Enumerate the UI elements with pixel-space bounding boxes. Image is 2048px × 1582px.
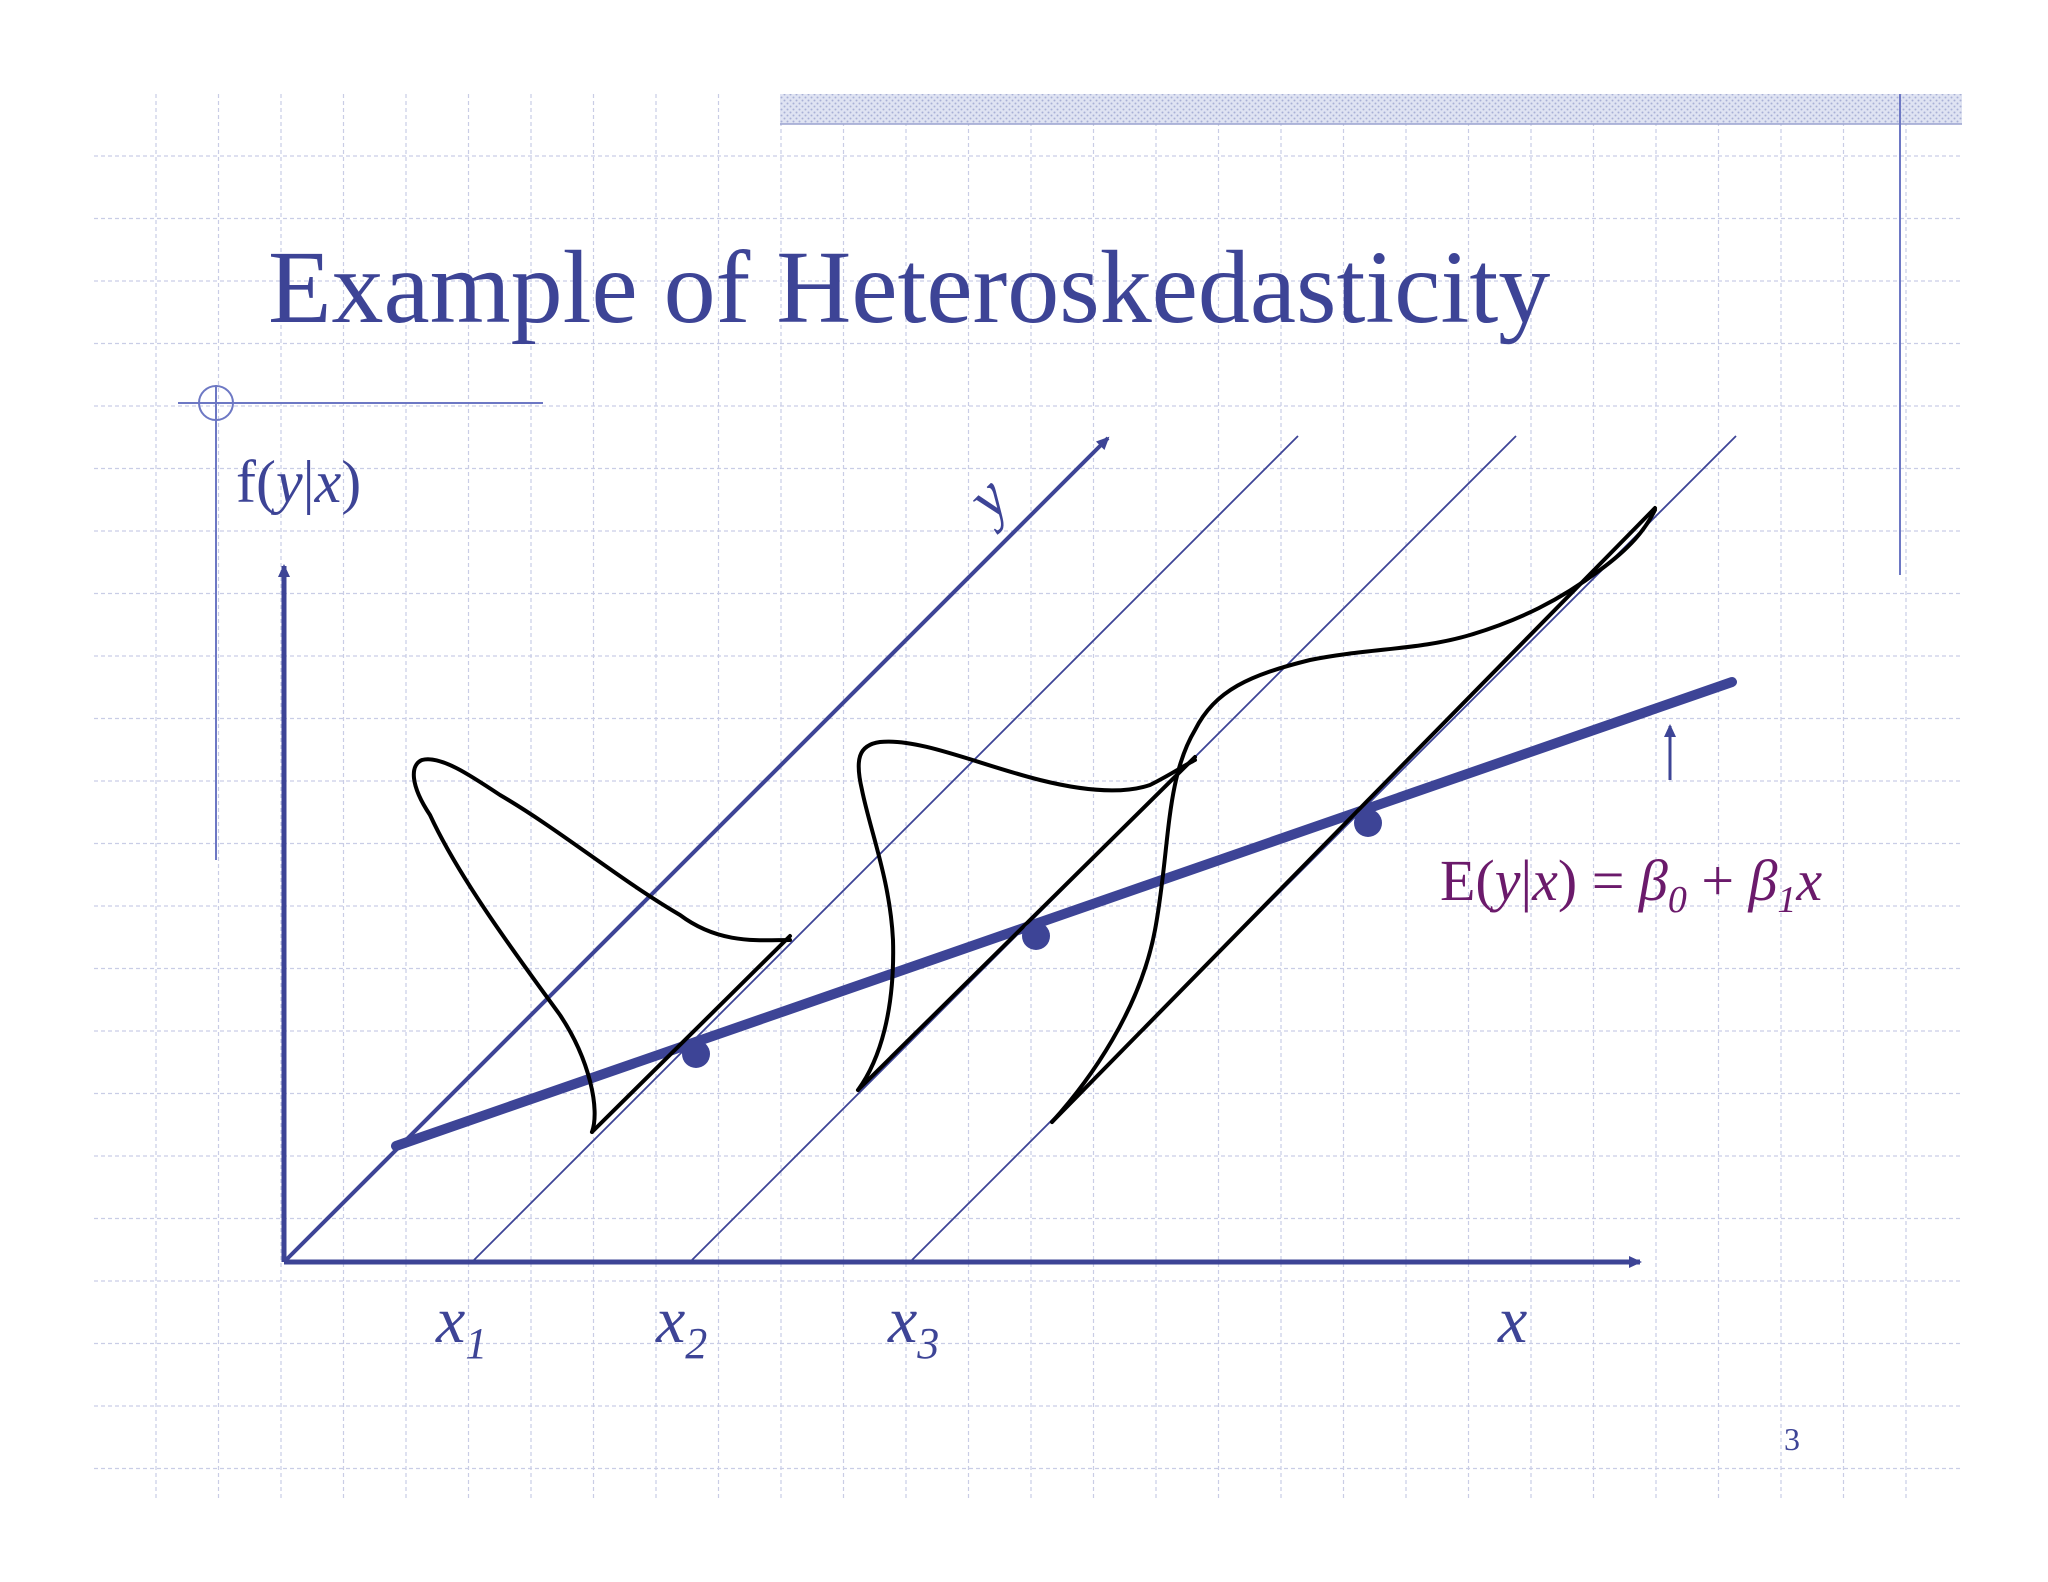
- background-grid: [94, 94, 1962, 1500]
- eq-y: y: [1490, 848, 1521, 913]
- density-label-y: y: [270, 449, 303, 515]
- x-tick-2-base: x: [655, 1284, 685, 1357]
- decorative-crosshair-icon: [178, 385, 543, 860]
- eq-sub1: 1: [1777, 879, 1796, 921]
- x-tick-2-sub: 2: [685, 1319, 707, 1368]
- eq-close: ): [1558, 848, 1577, 913]
- eq-sub0: 0: [1668, 879, 1687, 921]
- density-baseline-1: [590, 934, 792, 1134]
- density-label-x: x: [314, 449, 342, 515]
- eq-plus: +: [1687, 848, 1749, 913]
- regression-line: [391, 677, 1737, 1151]
- x-tick-3-base: x: [887, 1284, 917, 1357]
- density-baseline-2: [856, 755, 1197, 1092]
- eq-E: E(: [1440, 848, 1495, 913]
- eq-x-end: x: [1795, 848, 1822, 913]
- x-tick-label-2: x2: [655, 1284, 707, 1368]
- mean-point-x1: [682, 1040, 710, 1068]
- eq-beta1: β: [1748, 848, 1778, 913]
- eq-x: x: [1531, 848, 1558, 913]
- density-curves: [411, 506, 1657, 1134]
- decorative-top-band: [780, 94, 1962, 124]
- regression-equation: E(y|x) = β0 + β1x: [1440, 848, 1822, 921]
- eq-beta0: β: [1638, 848, 1668, 913]
- density-label-close: ): [341, 449, 361, 515]
- x-axis-label: x: [1497, 1284, 1527, 1357]
- diagonal-guide-x1: [471, 435, 1299, 1263]
- page-title: Example of Heteroskedasticity: [268, 230, 1550, 345]
- density-label-f: f(: [236, 449, 276, 515]
- diagonal-y-axis: [282, 436, 1110, 1264]
- x-tick-1-base: x: [435, 1284, 465, 1357]
- page-number: 3: [1784, 1421, 1800, 1457]
- x-tick-3-sub: 3: [916, 1319, 939, 1368]
- eq-equals: =: [1577, 848, 1639, 913]
- mean-point-x3: [1354, 809, 1382, 837]
- density-curve-1: [411, 757, 792, 1134]
- density-curve-2: [856, 739, 1197, 1092]
- x-tick-label-1: x1: [435, 1284, 487, 1368]
- density-axis-label: f(y|x): [236, 449, 361, 515]
- density-label-bar: |: [303, 449, 315, 515]
- y-axis-label: y: [950, 464, 1022, 536]
- eq-bar: |: [1521, 848, 1533, 913]
- x-tick-label-3: x3: [887, 1284, 939, 1368]
- mean-point-x2: [1022, 922, 1050, 950]
- x-tick-1-sub: 1: [465, 1319, 487, 1368]
- density-baseline-3: [1050, 506, 1657, 1124]
